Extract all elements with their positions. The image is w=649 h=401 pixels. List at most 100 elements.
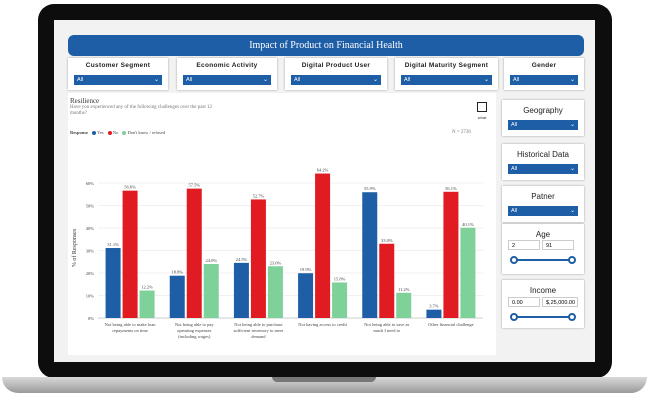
dropdown-value: All xyxy=(77,77,84,83)
filter-label: Age xyxy=(535,230,551,239)
economic-activity-dropdown[interactable]: All ⌄ xyxy=(183,75,271,85)
x-tick-label: demand xyxy=(251,334,266,339)
bar-yes[interactable] xyxy=(233,262,249,318)
bar-yes[interactable] xyxy=(426,309,442,318)
dashboard-title: Impact of Product on Financial Health xyxy=(68,35,584,56)
filter-digital-product-user: Digital Product User All ⌄ xyxy=(285,58,387,90)
chart-legend: Response Yes No Don't know / refused xyxy=(70,130,165,135)
bar-don-t-know-refused[interactable] xyxy=(396,292,412,318)
customer-segment-dropdown[interactable]: All ⌄ xyxy=(74,75,162,85)
y-tick-label: 40% xyxy=(86,226,95,231)
chevron-down-icon: ⌄ xyxy=(569,77,575,83)
data-label: 52.7% xyxy=(253,193,265,198)
x-tick-label: (including wages) xyxy=(178,334,211,339)
filter-label: Geography xyxy=(523,106,563,115)
legend-dk-swatch xyxy=(122,130,127,135)
data-label: 24.0% xyxy=(205,258,217,263)
x-tick-label: Not being able to pay xyxy=(175,322,214,327)
chevron-down-icon: ⌄ xyxy=(153,77,159,83)
age-min-input[interactable]: 2 xyxy=(508,240,540,250)
geography-dropdown[interactable]: All ⌄ xyxy=(508,120,578,130)
y-tick-label: 60% xyxy=(86,181,95,186)
what-button-icon[interactable] xyxy=(477,102,487,112)
bar-no[interactable] xyxy=(379,243,395,318)
bar-don-t-know-refused[interactable] xyxy=(332,282,348,318)
filter-patner: Patner All ⌄ xyxy=(502,186,584,222)
x-tick-label: Not having access to credit xyxy=(298,322,347,327)
dropdown-value: All xyxy=(511,166,518,172)
income-slider-max-handle[interactable] xyxy=(568,313,576,321)
digital-maturity-dropdown[interactable]: All ⌄ xyxy=(401,75,492,85)
data-label: 23.0% xyxy=(270,260,282,265)
income-slider-min-handle[interactable] xyxy=(510,313,518,321)
bar-yes[interactable] xyxy=(105,248,121,318)
age-max-input[interactable]: 91 xyxy=(542,240,574,250)
filter-label: Digital Product User xyxy=(301,62,371,69)
income-min-input[interactable]: 0.00 xyxy=(508,297,540,307)
data-label: 64.2% xyxy=(317,168,329,173)
age-slider-track xyxy=(514,259,572,261)
data-label: 18.8% xyxy=(171,270,183,275)
data-label: 12.2% xyxy=(141,285,153,290)
x-tick-label: operating expenses xyxy=(177,328,212,333)
bar-yes[interactable] xyxy=(298,273,314,318)
dropdown-value: All xyxy=(511,122,518,128)
bar-yes[interactable] xyxy=(362,192,378,318)
dropdown-value: All xyxy=(404,77,411,83)
data-label: 31.1% xyxy=(107,242,119,247)
bar-don-t-know-refused[interactable] xyxy=(267,266,283,318)
filter-digital-maturity-segment: Digital Maturity Segment All ⌄ xyxy=(395,58,498,90)
filter-economic-activity: Economic Activity All ⌄ xyxy=(177,58,277,90)
data-label: 15.8% xyxy=(334,276,346,281)
gender-dropdown[interactable]: All ⌄ xyxy=(510,75,578,85)
x-tick-label: repayments on time xyxy=(112,328,148,333)
income-slider-track xyxy=(514,316,572,318)
data-label: 24.5% xyxy=(236,257,248,262)
legend-yes-swatch xyxy=(92,130,97,135)
bar-don-t-know-refused[interactable] xyxy=(203,264,219,318)
chevron-down-icon: ⌄ xyxy=(262,77,268,83)
filter-geography: Geography All ⌄ xyxy=(502,100,584,136)
filter-label: Gender xyxy=(531,62,557,69)
bar-no[interactable] xyxy=(122,190,138,318)
filter-label: Historical Data xyxy=(516,150,569,159)
patner-dropdown[interactable]: All ⌄ xyxy=(508,206,578,216)
y-tick-label: 30% xyxy=(86,249,95,254)
digital-product-user-dropdown[interactable]: All ⌄ xyxy=(291,75,381,85)
data-label: 56.6% xyxy=(124,185,136,190)
bar-don-t-know-refused[interactable] xyxy=(460,227,476,318)
dropdown-value: All xyxy=(511,208,518,214)
resilience-panel: Resilience Have you experienced any of t… xyxy=(68,93,496,355)
data-label: 40.1% xyxy=(462,222,474,227)
laptop-base xyxy=(2,377,647,393)
chevron-down-icon: ⌄ xyxy=(372,77,378,83)
data-label: 3.7% xyxy=(429,304,439,309)
bar-don-t-know-refused[interactable] xyxy=(139,290,155,318)
income-max-input[interactable]: $,25,000.00 xyxy=(542,297,578,307)
bar-no[interactable] xyxy=(443,191,459,318)
age-slider-max-handle[interactable] xyxy=(568,256,576,264)
dropdown-value: All xyxy=(294,77,301,83)
x-tick-label: Not being able to make loan xyxy=(105,322,157,327)
bar-no[interactable] xyxy=(315,173,331,318)
y-tick-label: 0% xyxy=(88,316,94,321)
x-tick-label: Not being able to purchase xyxy=(234,322,282,327)
bar-chart: 0% 10% 20% 30% 40% 50% 60% 31.1% 56.6% 12.2% Not b… xyxy=(71,168,483,339)
historical-data-dropdown[interactable]: All ⌄ xyxy=(508,164,578,174)
filter-label: Economic Activity xyxy=(196,62,258,69)
age-slider-min-handle[interactable] xyxy=(510,256,518,264)
bar-no[interactable] xyxy=(186,188,202,318)
filter-label: Digital Maturity Segment xyxy=(404,62,489,69)
chevron-down-icon: ⌄ xyxy=(569,122,575,128)
legend-no-swatch xyxy=(107,130,112,135)
x-tick-label: sufficient inventory to meet xyxy=(234,328,285,333)
y-tick-label: 10% xyxy=(86,294,95,299)
sample-size-label: N = 2736 xyxy=(452,130,471,135)
bar-yes[interactable] xyxy=(169,275,185,318)
legend-title: Response xyxy=(70,130,89,135)
filter-income: Income 0.00 $,25,000.00 xyxy=(502,280,584,328)
data-label: 33.0% xyxy=(381,238,393,243)
bar-no[interactable] xyxy=(250,199,266,318)
filter-gender: Gender All ⌄ xyxy=(504,58,584,90)
dropdown-value: All xyxy=(186,77,193,83)
